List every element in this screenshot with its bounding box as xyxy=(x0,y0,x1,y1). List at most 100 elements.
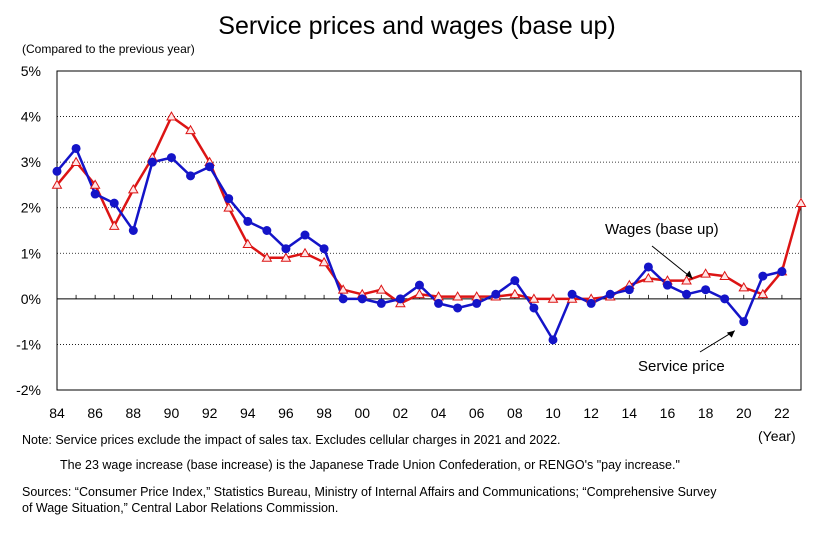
sources-line-1: Sources: “Consumer Price Index,” Statist… xyxy=(22,485,717,499)
wages-point xyxy=(509,288,521,299)
x-tick-label: 08 xyxy=(507,405,523,421)
wages-point xyxy=(547,293,559,303)
service-price-point xyxy=(586,298,596,308)
x-axis-title: (Year) xyxy=(758,428,796,444)
x-tick-label: 12 xyxy=(583,405,599,421)
service-price-point xyxy=(338,294,348,304)
wages-point xyxy=(70,156,82,167)
service-price-point xyxy=(510,276,520,286)
service-price-point xyxy=(166,153,176,163)
service-price-point xyxy=(205,162,215,172)
x-tick-label: 86 xyxy=(87,405,103,421)
annotations: Wages (base up) Service price xyxy=(605,221,736,375)
service-price-point xyxy=(720,294,730,304)
x-tick-label: 02 xyxy=(393,405,409,421)
service-price-point xyxy=(701,285,711,295)
y-tick-label: 5% xyxy=(21,63,41,79)
wages-point xyxy=(89,179,101,189)
x-tick-label: 96 xyxy=(278,405,294,421)
service-price-point xyxy=(682,289,692,299)
service-price-point xyxy=(548,335,558,345)
grid-lines xyxy=(56,70,802,391)
service-price-point xyxy=(147,157,157,167)
x-tick-label: 88 xyxy=(126,405,142,421)
chart-title: Service prices and wages (base up) xyxy=(218,12,616,40)
wages-point xyxy=(127,183,139,194)
x-tick-label: 00 xyxy=(354,405,370,421)
wages-point xyxy=(700,268,711,278)
service-price-point xyxy=(71,143,81,153)
x-tick-label: 18 xyxy=(698,405,714,421)
x-tick-label: 04 xyxy=(431,405,447,421)
x-tick-label: 92 xyxy=(202,405,218,421)
service-price-point xyxy=(777,267,787,277)
wages-point xyxy=(51,179,63,189)
x-tick-label: 94 xyxy=(240,405,256,421)
y-tick-label: 0% xyxy=(21,291,41,307)
wages-point xyxy=(280,252,292,262)
service-price-point xyxy=(319,244,329,254)
service-price-point xyxy=(414,280,424,290)
wages-point xyxy=(719,270,731,280)
x-tick-label: 22 xyxy=(774,405,790,421)
wages-point xyxy=(166,111,177,121)
y-tick-label: 1% xyxy=(21,245,41,261)
service-price-point xyxy=(52,166,62,176)
service-price-annotation-arrowhead xyxy=(726,330,735,338)
y-tick-label: 3% xyxy=(21,154,41,170)
x-tick-label: 90 xyxy=(164,405,180,421)
service-price-point xyxy=(491,289,501,299)
service-price-point xyxy=(758,271,768,281)
x-tick-label: 98 xyxy=(316,405,332,421)
wages-point xyxy=(528,293,540,303)
x-tick-labels: 84 86 88 90 92 94 96 98 00 02 04 06 08 10 12 14 16 18 20 22 xyxy=(49,405,790,421)
wages-point xyxy=(185,124,196,135)
service-price-point xyxy=(662,280,672,290)
x-tick-label: 06 xyxy=(469,405,485,421)
plot-frame xyxy=(56,70,802,391)
series-markers xyxy=(51,111,807,345)
service-price-point xyxy=(109,198,119,208)
wages-point xyxy=(643,272,654,283)
service-price-point xyxy=(624,285,634,295)
service-price-point xyxy=(643,262,653,272)
wages-point xyxy=(318,256,330,267)
x-tick-label: 14 xyxy=(622,405,638,421)
service-price-point xyxy=(243,216,253,226)
wages-point xyxy=(795,197,807,208)
service-price-point xyxy=(453,303,463,313)
wages-point xyxy=(375,284,387,294)
service-price-point xyxy=(434,298,444,308)
y-tick-label: 4% xyxy=(21,109,41,125)
y-tick-label: -2% xyxy=(16,382,41,398)
service-price-point xyxy=(90,189,100,199)
wages-point xyxy=(738,281,750,292)
wages-point xyxy=(108,220,120,230)
wages-annotation-leader xyxy=(651,245,693,280)
wages-point xyxy=(681,275,692,285)
y-axis-unit-label: (Compared to the previous year) xyxy=(22,42,195,56)
x-tick-label: 16 xyxy=(660,405,676,421)
wages-annotation-label: Wages (base up) xyxy=(605,221,719,238)
service-price-point xyxy=(472,298,482,308)
y-tick-label: 2% xyxy=(21,200,41,216)
service-price-point xyxy=(605,289,615,299)
service-price-point xyxy=(262,226,272,235)
wages-point xyxy=(757,288,769,299)
service-price-line xyxy=(56,147,783,342)
wages-point xyxy=(299,247,311,258)
sources-line-2: of Wage Situation,” Central Labor Relati… xyxy=(22,501,339,515)
service-price-point xyxy=(529,303,539,313)
wages-point xyxy=(337,284,349,294)
note-line-2: The 23 wage increase (base increase) is … xyxy=(60,458,680,472)
service-price-point xyxy=(281,244,291,254)
service-price-point xyxy=(376,298,386,308)
wages-point xyxy=(242,238,254,249)
note-line-1: Note: Service prices exclude the impact … xyxy=(22,433,561,447)
service-price-point xyxy=(739,317,749,327)
service-price-point xyxy=(567,289,577,299)
service-price-point xyxy=(300,230,310,240)
x-tick-label: 10 xyxy=(545,405,561,421)
wages-point xyxy=(223,202,235,212)
